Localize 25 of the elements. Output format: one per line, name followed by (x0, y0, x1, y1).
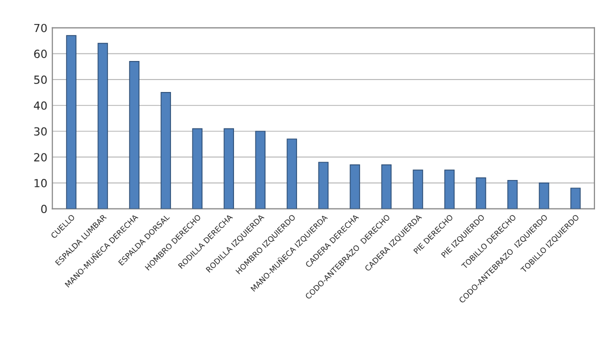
bar (286, 138, 298, 209)
y-tick-label: 20 (34, 153, 47, 162)
bar (192, 128, 202, 209)
bar (412, 170, 424, 209)
bar (160, 92, 171, 209)
bar (350, 164, 360, 209)
bar (224, 128, 234, 209)
y-tick-label: 50 (34, 76, 47, 84)
y-tick-label: 30 (34, 127, 47, 136)
bar (255, 130, 266, 209)
bar (381, 164, 392, 209)
bar (538, 182, 550, 209)
bar (98, 42, 108, 209)
y-tick-label: 70 (34, 24, 47, 32)
bar (66, 35, 76, 209)
bar (444, 170, 455, 209)
y-tick-label: 60 (34, 50, 47, 58)
bar (476, 177, 486, 209)
bar (507, 180, 518, 209)
bar (318, 162, 329, 209)
y-tick-label: 40 (34, 101, 47, 110)
bar (570, 188, 581, 209)
y-tick-label: 10 (34, 178, 47, 188)
bar (129, 61, 140, 209)
y-tick-label: 0 (41, 204, 47, 214)
